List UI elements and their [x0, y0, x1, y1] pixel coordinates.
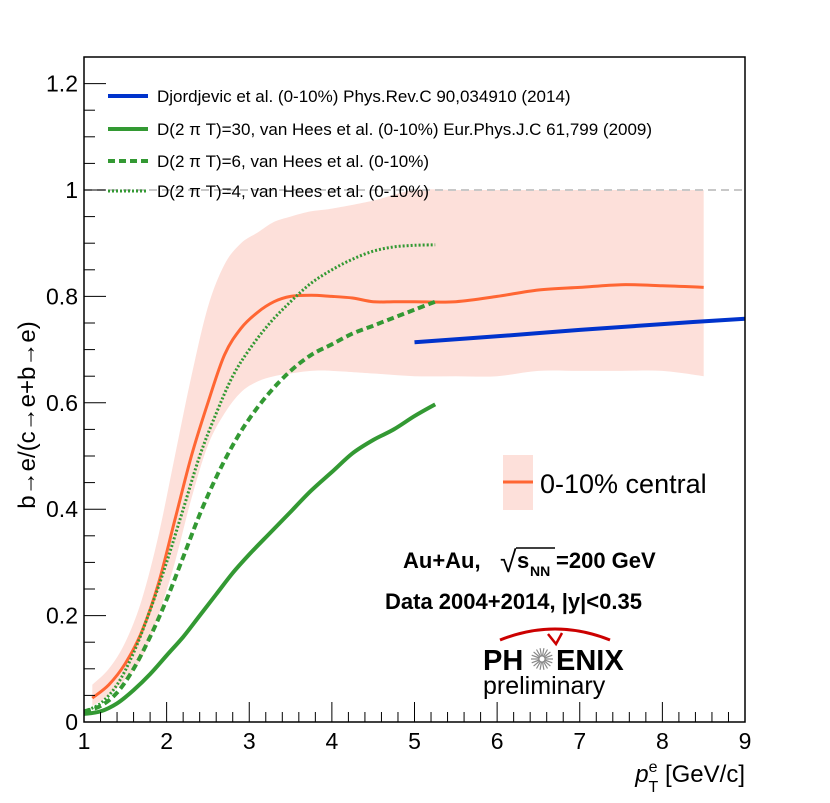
phenix-logo-left: PH	[483, 645, 523, 677]
x-tick-label: 2	[160, 728, 173, 754]
y-tick-label: 0.4	[46, 496, 78, 522]
legend-label-djordjevic: Djordjevic et al. (0-10%) Phys.Rev.C 90,…	[157, 87, 571, 106]
phenix-logo-preliminary: preliminary	[483, 672, 606, 700]
x-axis-label-sub: T	[649, 779, 659, 796]
x-tick-label: 3	[243, 728, 256, 754]
series-dpit30	[83, 402, 437, 716]
annotation-data-line: Data 2004+2014, |y|<0.35	[385, 589, 642, 614]
series-djordjevic	[414, 316, 746, 345]
legend-data: 0-10% central	[503, 455, 707, 510]
x-axis-label-unit: [GeV/c]	[658, 761, 745, 788]
series-dpit6	[83, 299, 436, 714]
tick-labels: 1 2 3 4 5 6 7 8 9 0 0.2 0.4 0.6 0.8 1 1.2	[46, 71, 751, 754]
legend-entry-djordjevic: Djordjevic et al. (0-10%) Phys.Rev.C 90,…	[108, 87, 571, 106]
legend-entry-dpit30: D(2 π T)=30, van Hees et al. (0-10%) Eur…	[108, 120, 652, 139]
uncertainty-band	[92, 189, 704, 706]
uncertainty-band-layer	[92, 189, 704, 706]
x-axis-label-sup: e	[649, 759, 658, 776]
x-tick-label: 6	[491, 728, 504, 754]
legend-label-dpit6: D(2 π T)=6, van Hees et al. (0-10%)	[157, 152, 429, 171]
legend-main: Djordjevic et al. (0-10%) Phys.Rev.C 90,…	[108, 87, 652, 201]
x-axis-label-main: p	[634, 761, 648, 788]
phenix-logo-star-icon	[531, 648, 553, 670]
ticks-layer	[83, 56, 746, 723]
y-tick-label: 1.2	[46, 71, 78, 97]
series-layer	[83, 243, 746, 716]
annotation-system-prefix: Au+Au,	[403, 548, 481, 573]
series-dpit4	[83, 243, 436, 713]
x-axis-label: pe T [GeV/c]	[634, 759, 745, 796]
legend-data-label: 0-10% central	[540, 469, 707, 499]
y-tick-label: 0.2	[46, 603, 78, 629]
legend-entry-dpit4: D(2 π T)=4, van Hees et al. (0-10%)	[108, 182, 429, 201]
y-axis-label: b→e/(c→e+b→e)	[14, 321, 41, 508]
annotation-energy: =200 GeV	[556, 548, 656, 573]
annotation-sqrt-symbol: √	[500, 546, 517, 579]
phenix-logo-arc-tip	[547, 632, 564, 647]
x-tick-label: 5	[408, 728, 421, 754]
x-tick-label: 9	[739, 728, 752, 754]
y-tick-label: 0.8	[46, 283, 78, 309]
x-tick-label: 1	[78, 728, 91, 754]
phenix-logo-right: ENIX	[556, 645, 624, 677]
phenix-star-center	[538, 655, 546, 663]
annotation-s: s	[517, 548, 529, 573]
legend-entry-dpit6: D(2 π T)=6, van Hees et al. (0-10%)	[108, 152, 429, 171]
annotation-nn-sub: NN	[530, 563, 550, 579]
y-tick-label: 1	[65, 177, 78, 203]
legend-label-dpit4: D(2 π T)=4, van Hees et al. (0-10%)	[157, 182, 429, 201]
y-tick-label: 0.6	[46, 390, 78, 416]
phenix-logo-arc	[499, 627, 611, 642]
x-tick-label: 4	[325, 728, 338, 754]
y-tick-label: 0	[65, 709, 78, 735]
legend-label-dpit30: D(2 π T)=30, van Hees et al. (0-10%) Eur…	[157, 120, 652, 139]
x-tick-label: 7	[573, 728, 586, 754]
phenix-logo: PH ENIX preliminary	[483, 627, 624, 700]
annotation-system: Au+Au, √ s NN =200 GeV	[403, 546, 656, 579]
x-tick-label: 8	[656, 728, 669, 754]
